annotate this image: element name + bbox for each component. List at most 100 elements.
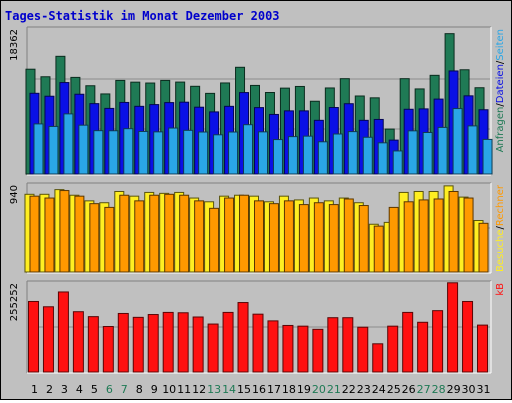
day-label-18: 18 <box>282 383 296 396</box>
bar-seiten-17 <box>272 139 283 175</box>
bar-seiten-26 <box>407 130 418 175</box>
bar-seiten-13 <box>213 134 224 175</box>
bar-kb-8 <box>132 316 144 373</box>
bar-rechner-15 <box>239 194 250 273</box>
bar-kb-7 <box>117 312 129 373</box>
bar-seiten-20 <box>317 141 328 175</box>
bar-rechner-8 <box>134 200 145 273</box>
bar-rechner-24 <box>373 225 384 273</box>
bar-kb-18 <box>282 324 294 373</box>
bar-kb-10 <box>162 311 174 373</box>
day-label-6: 6 <box>106 383 113 396</box>
bar-seiten-28 <box>437 126 448 175</box>
bar-rechner-12 <box>194 200 205 273</box>
bar-rechner-13 <box>209 207 220 273</box>
bar-seiten-12 <box>198 131 209 175</box>
chart-panels: 18362Anfragen/Dateien/Seiten940Besuche/R… <box>9 26 506 374</box>
bar-seiten-3 <box>63 113 74 175</box>
side-legend-label: Seiten <box>495 29 506 61</box>
bar-kb-6 <box>102 326 114 373</box>
day-label-1: 1 <box>31 383 38 396</box>
side-legend: kB <box>495 283 506 296</box>
side-legend-label: Dateien <box>495 64 506 103</box>
side-legend-label: kB <box>495 283 506 296</box>
bar-kb-19 <box>297 325 309 373</box>
bar-kb-9 <box>147 314 159 373</box>
bar-rechner-23 <box>358 205 369 273</box>
bar-seiten-15 <box>243 124 254 175</box>
day-label-11: 11 <box>177 383 191 396</box>
bar-seiten-18 <box>287 136 298 175</box>
bar-kb-13 <box>207 323 219 373</box>
day-label-13: 13 <box>207 383 221 396</box>
bar-kb-21 <box>327 317 339 373</box>
side-legend-label: / <box>495 60 506 64</box>
day-label-27: 27 <box>417 383 431 396</box>
bar-kb-30 <box>462 300 474 373</box>
bar-kb-14 <box>222 311 234 373</box>
bar-rechner-27 <box>418 199 429 273</box>
side-legend: Besuche/Rechner <box>495 184 506 272</box>
bar-kb-27 <box>417 321 429 373</box>
bar-rechner-22 <box>343 198 354 273</box>
day-label-17: 17 <box>267 383 281 396</box>
bar-kb-16 <box>252 313 264 373</box>
side-legend-label: / <box>495 103 506 107</box>
day-label-30: 30 <box>462 383 476 396</box>
bar-rechner-6 <box>104 206 115 273</box>
bar-seiten-21 <box>332 133 343 175</box>
bar-seiten-30 <box>467 125 478 175</box>
bar-seiten-10 <box>168 127 179 175</box>
bar-rechner-19 <box>298 204 309 273</box>
bar-kb-12 <box>192 316 204 373</box>
bar-kb-29 <box>447 282 459 373</box>
side-legend-label: Besuche <box>495 229 506 272</box>
bar-seiten-25 <box>392 150 403 175</box>
bar-rechner-10 <box>164 193 175 273</box>
bar-seiten-16 <box>258 131 268 175</box>
bar-seiten-11 <box>183 129 194 175</box>
bar-seiten-23 <box>362 136 373 175</box>
bar-kb-1 <box>27 300 39 373</box>
side-legend-label: / <box>495 225 506 229</box>
bar-rechner-11 <box>179 194 190 273</box>
side-legend-label: Anfragen <box>495 107 506 153</box>
bar-rechner-30 <box>463 197 474 273</box>
bar-kb-23 <box>357 326 369 373</box>
day-label-2: 2 <box>46 383 53 396</box>
day-label-10: 10 <box>162 383 176 396</box>
bar-kb-2 <box>42 306 54 373</box>
day-label-26: 26 <box>402 383 416 396</box>
bar-seiten-4 <box>78 124 89 175</box>
bar-rechner-31 <box>478 222 489 273</box>
day-label-14: 14 <box>222 383 236 396</box>
bar-kb-31 <box>477 324 489 373</box>
chart-title: Tages-Statistik im Monat Dezember 2003 <box>5 9 280 23</box>
bar-seiten-19 <box>302 135 313 175</box>
bar-rechner-21 <box>328 204 339 273</box>
bar-seiten-2 <box>48 125 59 175</box>
bar-seiten-29 <box>452 108 463 175</box>
side-legend: Anfragen/Dateien/Seiten <box>495 29 506 152</box>
bar-seiten-22 <box>347 131 358 175</box>
panel-middle: 940 Besuche/Rechner <box>9 182 506 274</box>
bar-seiten-27 <box>422 131 433 175</box>
bar-seiten-24 <box>377 142 388 175</box>
max-value-label: 18362 <box>9 29 20 61</box>
bar-rechner-2 <box>44 197 55 273</box>
bar-rechner-3 <box>59 190 70 273</box>
day-label-5: 5 <box>91 383 98 396</box>
bar-kb-17 <box>267 320 279 373</box>
day-label-7: 7 <box>121 383 128 396</box>
day-label-23: 23 <box>357 383 371 396</box>
day-label-16: 16 <box>252 383 266 396</box>
bar-rechner-9 <box>149 194 160 273</box>
bar-rechner-1 <box>29 195 40 273</box>
bar-seiten-7 <box>123 128 134 175</box>
bar-seiten-5 <box>93 130 104 175</box>
day-label-28: 28 <box>432 383 446 396</box>
day-label-3: 3 <box>61 383 68 396</box>
day-label-25: 25 <box>387 383 401 396</box>
